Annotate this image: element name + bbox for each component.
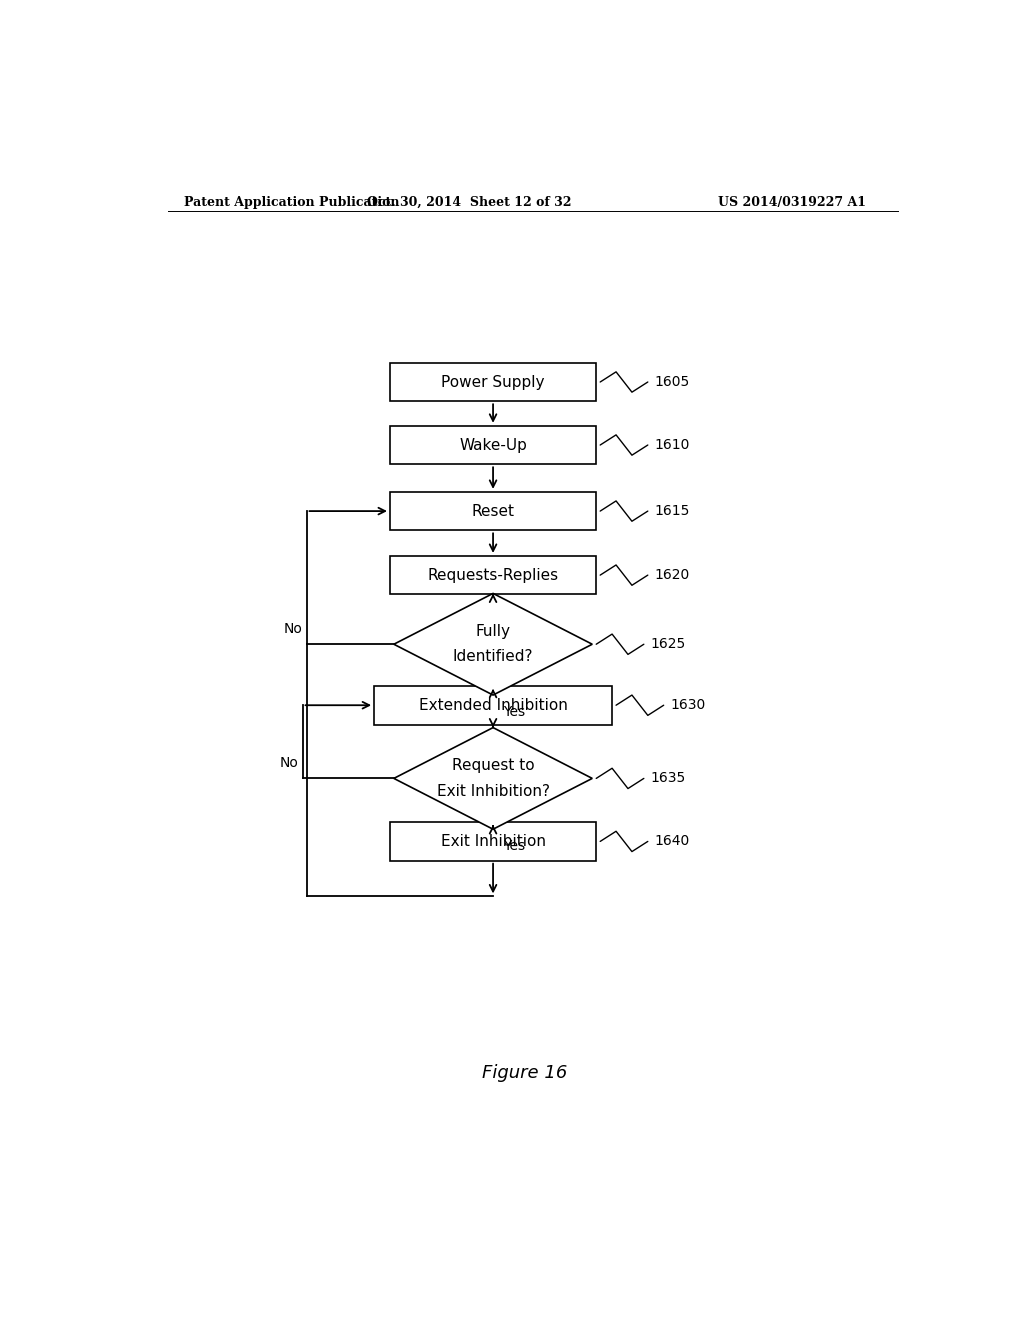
Text: 1610: 1610 — [654, 438, 689, 451]
Bar — [390, 822, 596, 861]
Bar — [390, 556, 596, 594]
Text: Figure 16: Figure 16 — [482, 1064, 567, 1082]
Bar — [390, 426, 596, 465]
Text: Fully: Fully — [475, 624, 511, 639]
Text: 1605: 1605 — [654, 375, 689, 389]
Text: Yes: Yes — [503, 705, 524, 719]
Text: Exit Inhibition: Exit Inhibition — [440, 834, 546, 849]
Text: 1625: 1625 — [650, 638, 685, 651]
Bar — [390, 363, 596, 401]
Text: Patent Application Publication: Patent Application Publication — [183, 195, 399, 209]
Text: No: No — [284, 622, 303, 636]
Text: 1630: 1630 — [670, 698, 706, 713]
Text: Extended Inhibition: Extended Inhibition — [419, 698, 567, 713]
Text: US 2014/0319227 A1: US 2014/0319227 A1 — [718, 195, 866, 209]
Text: No: No — [280, 756, 299, 771]
Text: Identified?: Identified? — [453, 649, 534, 664]
Text: 1620: 1620 — [654, 568, 689, 582]
Text: 1635: 1635 — [650, 771, 685, 785]
Bar — [374, 686, 612, 725]
Text: Reset: Reset — [472, 504, 514, 519]
Text: Power Supply: Power Supply — [441, 375, 545, 389]
Text: Yes: Yes — [503, 840, 524, 854]
Text: Wake-Up: Wake-Up — [459, 437, 527, 453]
Bar — [390, 492, 596, 531]
Text: Oct. 30, 2014  Sheet 12 of 32: Oct. 30, 2014 Sheet 12 of 32 — [367, 195, 571, 209]
Text: Exit Inhibition?: Exit Inhibition? — [436, 784, 550, 799]
Polygon shape — [394, 727, 592, 829]
Text: 1615: 1615 — [654, 504, 689, 517]
Text: Requests-Replies: Requests-Replies — [427, 568, 559, 582]
Polygon shape — [394, 594, 592, 696]
Text: Request to: Request to — [452, 758, 535, 774]
Text: 1640: 1640 — [654, 834, 689, 849]
